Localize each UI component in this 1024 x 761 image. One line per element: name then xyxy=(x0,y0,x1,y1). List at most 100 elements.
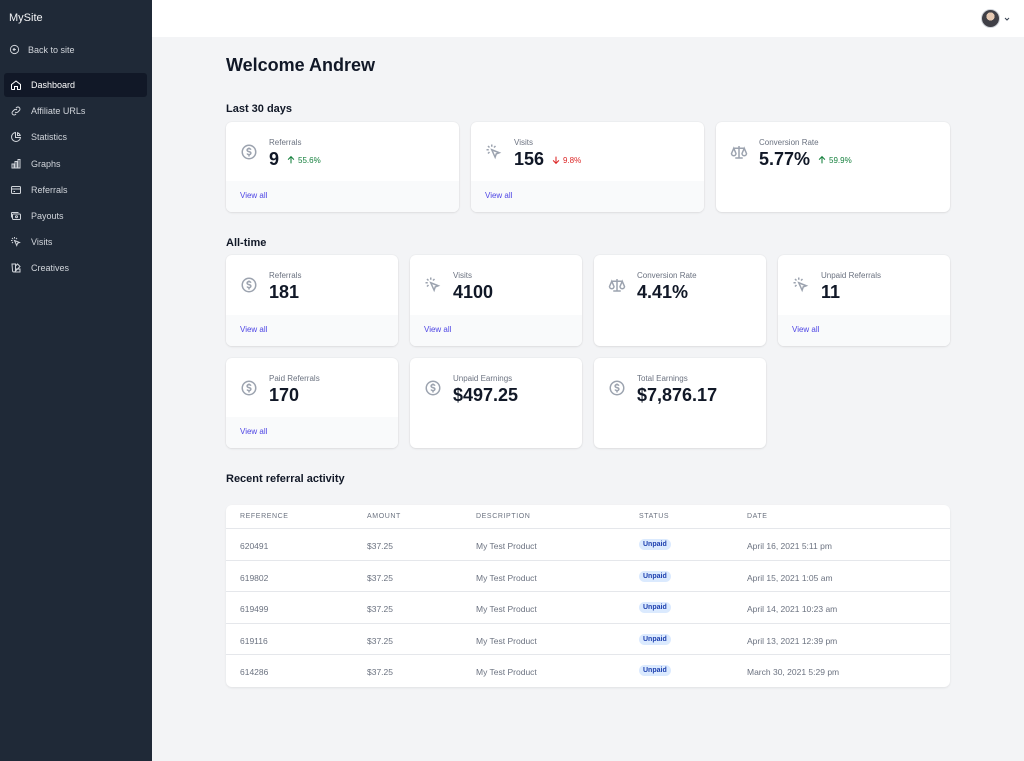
stat-value: 156 xyxy=(514,149,545,169)
cell-reference: 614286 xyxy=(240,667,269,677)
section-title-all-time: All-time xyxy=(226,237,267,249)
sidebar-item-label: Visits xyxy=(31,237,53,248)
cash-icon xyxy=(10,210,22,222)
status-badge: Unpaid xyxy=(639,539,671,550)
chevron-down-icon[interactable] xyxy=(1003,15,1011,23)
stat-delta: 55.6% xyxy=(286,155,321,165)
card-footer: View all xyxy=(471,181,704,212)
status-badge: Unpaid xyxy=(639,602,671,613)
currency-dollar-icon xyxy=(424,379,442,397)
stat-label: Conversion Rate xyxy=(637,271,697,280)
sidebar-item-payouts[interactable]: Payouts xyxy=(4,204,147,228)
card-footer: View all xyxy=(226,181,459,212)
referral-activity-table: REFERENCE AMOUNT DESCRIPTION STATUS DATE… xyxy=(226,505,950,687)
column-header-date: DATE xyxy=(747,513,768,520)
view-all-link[interactable]: View all xyxy=(240,427,268,436)
cell-description: My Test Product xyxy=(476,572,537,583)
color-swatch-icon xyxy=(10,262,22,274)
cell-date: March 30, 2021 5:29 pm xyxy=(747,667,840,677)
view-all-link[interactable]: View all xyxy=(485,191,513,200)
stat-delta-value: 55.6% xyxy=(298,155,321,165)
pie-chart-icon xyxy=(10,131,22,143)
sidebar: MySite Back to site Dashboard Affiliate … xyxy=(0,0,152,761)
cell-date: April 13, 2021 12:39 pm xyxy=(747,635,838,646)
sidebar-item-dashboard[interactable]: Dashboard xyxy=(4,73,147,97)
cell-description: My Test Product xyxy=(476,667,537,677)
cell-reference: 619499 xyxy=(240,604,269,614)
stat-label: Unpaid Earnings xyxy=(453,374,513,383)
cell-description: My Test Product xyxy=(476,635,537,646)
user-avatar[interactable] xyxy=(981,9,1000,28)
view-all-link[interactable]: View all xyxy=(240,325,268,334)
stat-card-total-earnings: Total Earnings $7,876.17 xyxy=(594,358,766,448)
sidebar-item-label: Payouts xyxy=(31,210,64,221)
column-header-reference: REFERENCE xyxy=(240,513,289,520)
cursor-click-icon xyxy=(424,276,442,294)
stat-card-unpaid-earnings: Unpaid Earnings $497.25 xyxy=(410,358,582,448)
cell-amount: $37.25 xyxy=(367,667,393,677)
page-title: Welcome Andrew xyxy=(226,55,376,75)
table-row: 620491 $37.25 My Test Product Unpaid Apr… xyxy=(226,529,950,561)
currency-dollar-icon xyxy=(240,276,258,294)
table-header: REFERENCE AMOUNT DESCRIPTION STATUS DATE xyxy=(226,505,950,529)
sidebar-item-label: Dashboard xyxy=(31,80,76,90)
cell-reference: 619116 xyxy=(240,635,268,646)
cursor-click-icon xyxy=(10,236,22,248)
sidebar-item-label: Affiliate URLs xyxy=(31,106,86,117)
stat-label: Visits xyxy=(453,271,472,280)
cell-amount: $37.25 xyxy=(367,572,393,583)
stat-label: Total Earnings xyxy=(637,374,688,383)
status-badge: Unpaid xyxy=(639,665,671,676)
sidebar-item-creatives[interactable]: Creatives xyxy=(4,256,147,280)
view-all-link[interactable]: View all xyxy=(424,325,452,334)
currency-dollar-icon xyxy=(240,143,258,161)
sidebar-item-statistics[interactable]: Statistics xyxy=(4,125,147,149)
stat-delta-value: 59.9% xyxy=(829,155,852,165)
sidebar-item-label: Creatives xyxy=(31,263,70,274)
stat-label: Visits xyxy=(514,138,533,147)
currency-dollar-icon xyxy=(608,379,626,397)
sidebar-item-label: Statistics xyxy=(31,132,68,143)
sidebar-item-graphs[interactable]: Graphs xyxy=(4,152,147,176)
stat-delta: 59.9% xyxy=(817,155,852,165)
stat-delta: 9.8% xyxy=(551,155,581,165)
column-header-description: DESCRIPTION xyxy=(476,513,531,520)
credit-card-icon xyxy=(10,184,22,196)
back-to-site-label: Back to site xyxy=(28,44,75,55)
stat-card-conversion-rate-30d: Conversion Rate 5.77% 59.9% xyxy=(716,122,950,212)
site-name: MySite xyxy=(9,12,43,24)
view-all-link[interactable]: View all xyxy=(792,325,820,334)
stat-value: 5.77% xyxy=(759,149,811,169)
stat-value: 11 xyxy=(821,282,841,302)
stat-card-referrals-30d: Referrals 9 55.6% View all xyxy=(226,122,459,212)
arrow-up-icon xyxy=(287,155,295,164)
table-row: 619116 $37.25 My Test Product Unpaid Apr… xyxy=(226,624,950,655)
view-all-link[interactable]: View all xyxy=(240,191,268,200)
scale-icon xyxy=(730,143,748,161)
cell-description: My Test Product xyxy=(476,604,537,614)
sidebar-item-referrals[interactable]: Referrals xyxy=(4,178,147,202)
stat-card-conversion-rate-all-time: Conversion Rate 4.41% xyxy=(594,255,766,346)
arrow-down-icon xyxy=(552,156,560,165)
stat-value: 170 xyxy=(269,385,300,405)
stat-label: Paid Referrals xyxy=(269,374,320,383)
arrow-up-icon xyxy=(818,155,826,164)
card-footer: View all xyxy=(410,315,582,346)
sidebar-item-affiliate-urls[interactable]: Affiliate URLs xyxy=(4,99,147,123)
scale-icon xyxy=(608,276,626,294)
status-badge: Unpaid xyxy=(639,570,671,582)
section-title-last-30-days: Last 30 days xyxy=(226,103,293,115)
cursor-click-icon xyxy=(485,143,503,161)
bar-chart-icon xyxy=(10,158,22,170)
stat-value: $497.25 xyxy=(453,385,519,405)
top-bar xyxy=(152,0,1024,37)
cell-date: April 16, 2021 5:11 pm xyxy=(747,541,832,551)
section-title-recent-activity: Recent referral activity xyxy=(226,473,345,485)
table-row: 619802 $37.25 My Test Product Unpaid Apr… xyxy=(226,561,950,592)
back-to-site-link[interactable]: Back to site xyxy=(9,44,75,55)
column-header-amount: AMOUNT xyxy=(367,513,401,520)
stat-card-visits-30d: Visits 156 9.8% View all xyxy=(471,122,704,212)
sidebar-item-visits[interactable]: Visits xyxy=(4,230,147,254)
stat-label: Referrals xyxy=(269,138,302,147)
stat-card-referrals-all-time: Referrals 181 View all xyxy=(226,255,398,346)
